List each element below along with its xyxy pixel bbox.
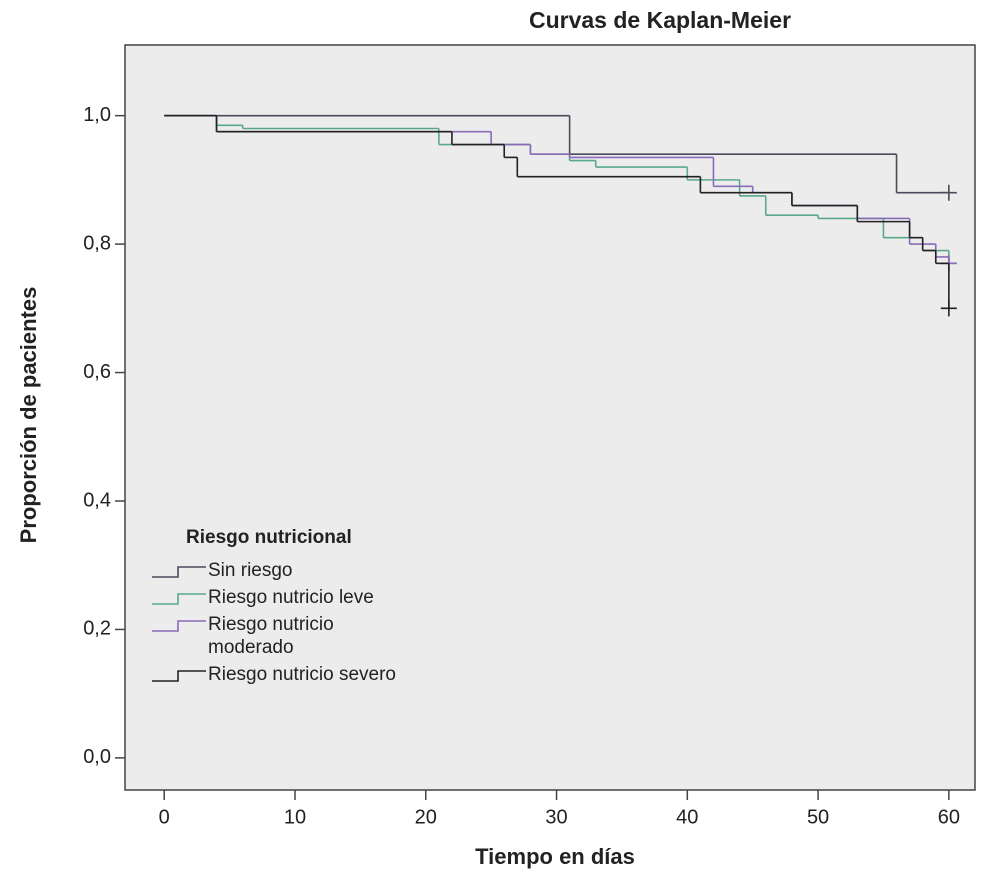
y-tick-label: 0,6 [83,361,111,383]
legend-label: Sin riesgo [208,560,293,581]
plot-area [124,44,976,791]
y-tick-label: 0,2 [83,618,111,640]
legend-entry: Riesgo nutricio moderado [150,613,410,659]
chart-title: Curvas de Kaplan-Meier [529,7,791,33]
legend-title: Riesgo nutricional [186,527,352,548]
censor-mark [940,300,957,317]
legend-label: Riesgo nutricio moderado [208,614,334,658]
censor-mark [940,184,957,201]
x-tick-label: 0 [159,806,170,828]
y-axis-label: Proporción de pacientes [16,287,41,544]
y-tick-label: 0,4 [83,489,111,511]
y-tick-label: 0,0 [83,746,111,768]
legend-line [152,620,206,632]
x-tick-label: 50 [807,806,829,828]
x-tick-label: 10 [284,806,306,828]
legend-line [152,593,206,605]
legend-swatch [152,670,206,682]
legend-entry: Riesgo nutricio leve [150,586,410,609]
legend-swatch [152,620,206,632]
legend-entry: Riesgo nutricio severo [150,663,410,686]
x-tick-label: 60 [938,806,960,828]
legend-swatch [152,593,206,605]
y-tick-label: 1,0 [83,104,111,126]
x-axis-label: Tiempo en días [475,844,635,869]
legend-line [152,566,206,578]
legend-line [152,670,206,682]
x-tick-label: 40 [676,806,698,828]
legend-label: Riesgo nutricio severo [208,664,396,685]
x-tick-label: 30 [545,806,567,828]
x-tick-label: 20 [415,806,437,828]
y-tick-label: 0,8 [83,232,111,254]
legend: Riesgo nutricional Sin riesgo Riesgo nutr… [150,527,410,690]
legend-swatch [152,566,206,578]
legend-label: Riesgo nutricio leve [208,587,374,608]
plot-marks: 0,0 0,2 0,4 0,6 0,8 1,0 0 10 20 30 40 50 60 [83,104,960,828]
legend-entry: Sin riesgo [150,559,410,582]
